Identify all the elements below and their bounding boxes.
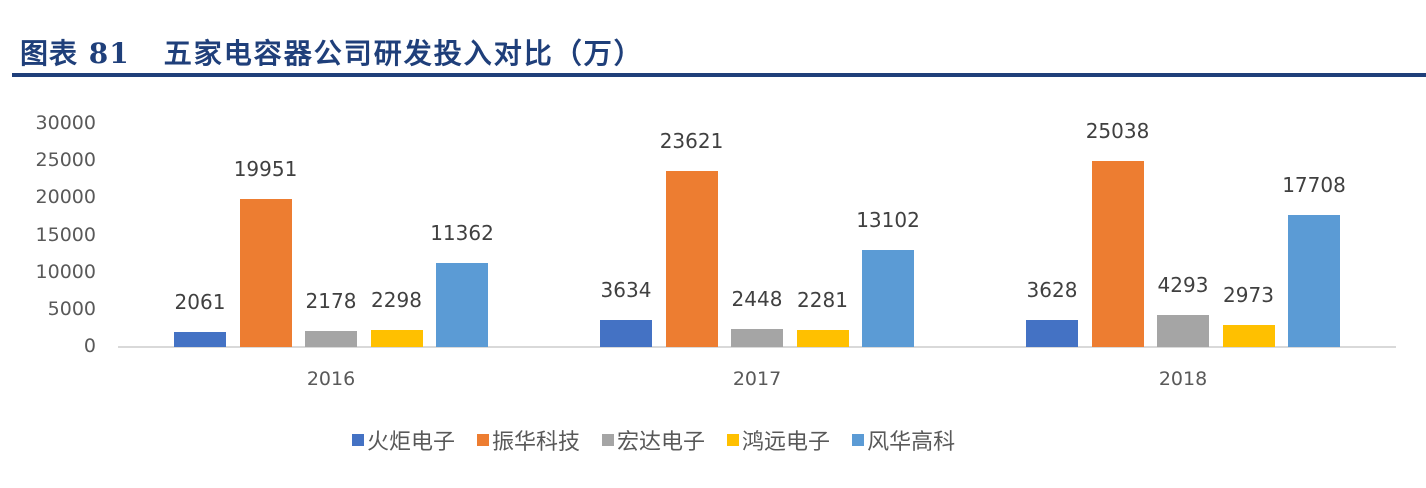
y-tick-label: 30000 <box>35 112 96 134</box>
bar-2017-1 <box>665 171 718 347</box>
x-category-label: 2016 <box>306 368 356 390</box>
bar-2018-4 <box>1288 215 1340 347</box>
bar-value-label: 3634 <box>600 277 652 302</box>
figure-number: 图表 81 <box>20 37 130 70</box>
y-tick-label: 15000 <box>35 223 96 246</box>
legend-label: 风华高科 <box>867 430 956 455</box>
bar-value-label: 13102 <box>856 207 920 232</box>
bar-value-label: 23621 <box>659 129 724 154</box>
legend-swatch-icon <box>477 434 490 446</box>
bar-value-label: 4293 <box>1157 273 1209 298</box>
bar-value-label: 25038 <box>1085 118 1150 143</box>
bar-2016-4 <box>436 262 488 347</box>
legend-swatch-icon <box>602 434 615 446</box>
chart-legend: 火炬电子 振华科技 宏达电子 鸿远电子 风华高科 <box>352 424 977 456</box>
legend-item: 火炬电子 <box>352 424 455 456</box>
x-axis-line <box>118 346 1396 348</box>
bar-value-label: 11362 <box>430 220 494 245</box>
x-category-label: 2017 <box>732 368 782 390</box>
bar-2018-2 <box>1157 315 1209 347</box>
y-tick-label: 25000 <box>35 149 96 172</box>
legend-label: 宏达电子 <box>617 430 706 455</box>
bar-value-label: 17708 <box>1282 173 1346 198</box>
bar-2018-1 <box>1091 160 1144 347</box>
title-divider <box>12 73 1426 77</box>
bar-2018-0 <box>1026 320 1078 347</box>
legend-label: 火炬电子 <box>367 430 456 455</box>
bar-value-label: 2281 <box>797 288 848 313</box>
bar-2017-3 <box>796 330 849 347</box>
legend-swatch-icon <box>852 434 865 446</box>
bar-value-label: 2973 <box>1223 282 1274 307</box>
bar-value-label: 2061 <box>174 289 226 314</box>
legend-swatch-icon <box>352 434 364 446</box>
bar-2016-2 <box>305 330 357 347</box>
legend-item: 宏达电子 <box>602 424 705 456</box>
legend-item: 鸿远电子 <box>727 424 830 456</box>
figure-title: 图表 81 五家电容器公司研发投入对比（万） <box>20 30 644 74</box>
bar-2017-0 <box>600 319 652 347</box>
legend-item: 风华高科 <box>852 424 955 456</box>
y-tick-label: 20000 <box>35 186 96 209</box>
bar-value-label: 2298 <box>371 287 422 312</box>
bar-value-label: 2178 <box>305 288 357 313</box>
bar-value-label: 3628 <box>1026 278 1078 303</box>
bar-value-label: 2448 <box>731 286 783 311</box>
bar-2016-0 <box>174 331 226 347</box>
legend-label: 鸿远电子 <box>742 430 831 455</box>
legend-item: 振华科技 <box>477 424 580 456</box>
legend-label: 振华科技 <box>492 430 581 455</box>
bar-2017-4 <box>862 249 914 347</box>
bar-2016-1 <box>239 198 292 347</box>
legend-swatch-icon <box>727 434 740 446</box>
y-tick-label: 0 <box>83 335 96 357</box>
y-tick-label: 5000 <box>47 297 96 320</box>
figure-caption: 五家电容器公司研发投入对比（万） <box>163 37 644 70</box>
bar-value-label: 19951 <box>233 156 298 181</box>
x-category-label: 2018 <box>1158 368 1208 390</box>
bar-2017-2 <box>731 328 783 347</box>
y-tick-label: 10000 <box>35 260 96 283</box>
bar-2018-3 <box>1222 324 1275 347</box>
bar-2016-3 <box>370 329 423 347</box>
